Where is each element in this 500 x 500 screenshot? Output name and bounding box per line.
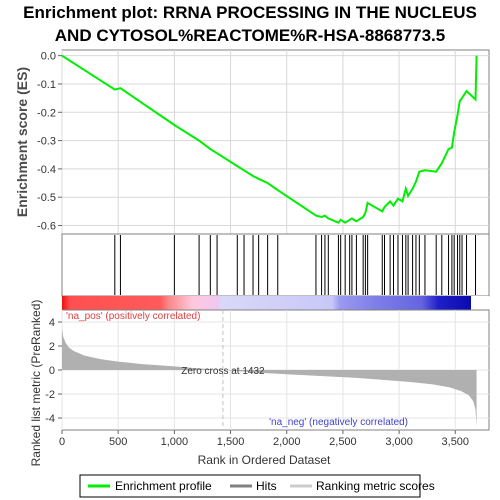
es-y-tick-label: -0.5 — [37, 192, 56, 204]
es-y-tick-label: -0.3 — [37, 136, 56, 148]
x-tick-label: 1,000 — [161, 436, 189, 448]
metric-y-tick-label: -2 — [45, 389, 55, 401]
negative-correlation-label: 'na_neg' (negatively correlated) — [269, 417, 408, 428]
hit-marks — [114, 235, 477, 295]
legend: Enrichment profile Hits Ranking metric s… — [79, 474, 435, 498]
es-y-tick-label: -0.6 — [37, 221, 56, 233]
x-tick-label: 2,000 — [273, 436, 301, 448]
x-tick-label: 1,500 — [217, 436, 245, 448]
legend-label-enrichment-profile: Enrichment profile — [115, 479, 212, 493]
x-tick-label: 2,500 — [329, 436, 357, 448]
es-gridlines — [61, 50, 489, 234]
metric-y-ticks: 4 2 0 -2 -4 — [45, 317, 62, 425]
zero-cross-label: Zero cross at 1432 — [181, 366, 265, 377]
ranked-metric-area — [62, 328, 477, 427]
metric-axis-label: Ranked list metric (PreRanked) — [29, 300, 43, 467]
chart-title-line-2: AND CYTOSOL%REACTOME%R-HSA-8868773.5 — [55, 26, 445, 45]
rank-color-bar — [62, 296, 471, 310]
metric-y-tick-label: 0 — [49, 365, 55, 377]
x-tick-label: 3,000 — [385, 436, 413, 448]
legend-label-hits: Hits — [256, 479, 277, 493]
enrichment-profile-line — [61, 54, 478, 224]
metric-panel: Zero cross at 1432 'na_pos' (positively … — [29, 300, 490, 467]
x-tick-label: 3,500 — [442, 436, 470, 448]
positive-correlation-label: 'na_pos' (positively correlated) — [66, 311, 200, 322]
metric-x-ticks: 0 500 1,000 1,500 2,000 2,500 3,000 3,500 — [59, 430, 469, 448]
metric-y-tick-label: -4 — [45, 413, 55, 425]
x-axis-label: Rank in Ordered Dataset — [198, 453, 331, 467]
hits-panel-frame — [61, 233, 490, 297]
es-panel-frame — [61, 49, 490, 235]
legend-label-ranking-metric: Ranking metric scores — [316, 479, 435, 493]
x-tick-label: 500 — [109, 436, 127, 448]
metric-y-tick-label: 2 — [49, 341, 55, 353]
hits-panel — [61, 233, 490, 297]
chart-title-line-1: Enrichment plot: RRNA PROCESSING IN THE … — [23, 3, 477, 22]
x-tick-label: 0 — [59, 436, 65, 448]
es-panel: 0.0 -0.1 -0.2 -0.3 -0.4 -0.5 -0.6 Enrichment s… — [14, 49, 490, 235]
es-y-ticks: 0.0 -0.1 -0.2 -0.3 -0.4 -0.5 -0.6 — [37, 51, 62, 233]
es-axis-label: Enrichment score (ES) — [14, 67, 30, 217]
es-y-tick-label: 0.0 — [41, 51, 56, 63]
es-y-tick-label: -0.1 — [37, 79, 56, 91]
es-y-tick-label: -0.4 — [37, 164, 56, 176]
rank-color-bar-pad — [471, 296, 489, 310]
es-y-tick-label: -0.2 — [37, 107, 56, 119]
metric-y-tick-label: 4 — [49, 317, 55, 329]
